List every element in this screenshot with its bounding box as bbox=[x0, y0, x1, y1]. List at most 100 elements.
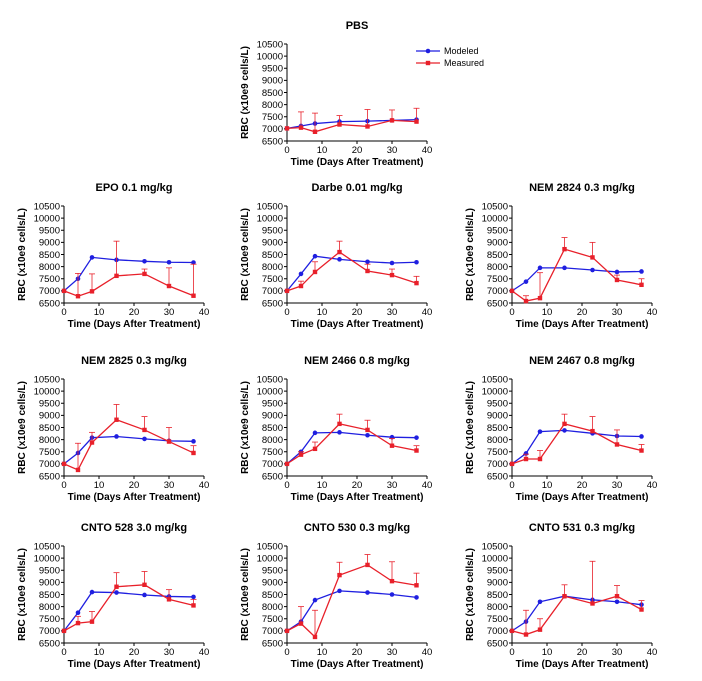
y-tick-label: 7500 bbox=[262, 274, 283, 285]
data-point bbox=[614, 442, 620, 447]
x-axis-label: Time (Days After Treatment) bbox=[291, 319, 424, 330]
data-point bbox=[284, 288, 290, 294]
y-axis-label: RBC (x10e9 cells/L) bbox=[17, 381, 28, 474]
data-point bbox=[337, 588, 342, 594]
y-axis-label: RBC (x10e9 cells/L) bbox=[17, 208, 28, 301]
y-tick-label: 8500 bbox=[39, 590, 60, 601]
data-point bbox=[337, 430, 342, 435]
y-tick-label: 10000 bbox=[257, 51, 283, 62]
x-tick-label: 20 bbox=[352, 307, 363, 318]
data-point bbox=[89, 619, 95, 624]
data-point bbox=[523, 298, 529, 304]
data-point bbox=[298, 283, 304, 289]
y-axis-label: RBC (x10e9 cells/L) bbox=[465, 381, 476, 474]
data-point bbox=[414, 448, 419, 453]
x-tick-label: 20 bbox=[577, 647, 588, 658]
y-tick-label: 9500 bbox=[262, 64, 283, 75]
y-tick-label: 7000 bbox=[39, 286, 60, 297]
y-tick-label: 9500 bbox=[487, 226, 508, 237]
legend-label: Modeled bbox=[444, 46, 479, 56]
series-measured bbox=[509, 413, 645, 467]
data-point bbox=[312, 597, 318, 603]
series-line bbox=[286, 251, 417, 292]
y-tick-label: 8000 bbox=[39, 602, 60, 613]
data-point bbox=[142, 271, 147, 277]
y-tick-label: 6500 bbox=[39, 638, 60, 649]
legend-marker bbox=[425, 48, 431, 54]
data-point bbox=[537, 627, 543, 632]
x-tick-label: 10 bbox=[94, 647, 105, 658]
data-point bbox=[365, 259, 370, 265]
y-tick-label: 10000 bbox=[34, 553, 60, 564]
y-axis-label: RBC (x10e9 cells/L) bbox=[17, 548, 28, 641]
data-point bbox=[389, 260, 395, 266]
y-tick-label: 8000 bbox=[39, 435, 60, 446]
x-tick-label: 40 bbox=[199, 647, 210, 658]
y-tick-label: 9000 bbox=[262, 76, 283, 87]
y-tick-label: 9500 bbox=[39, 226, 60, 237]
series-line bbox=[63, 591, 194, 632]
x-tick-label: 40 bbox=[422, 307, 433, 318]
x-tick-label: 30 bbox=[387, 647, 398, 658]
x-tick-label: 10 bbox=[94, 307, 105, 318]
data-point bbox=[389, 272, 395, 278]
series-line bbox=[63, 584, 194, 632]
x-tick-label: 40 bbox=[647, 647, 658, 658]
series-measured bbox=[284, 554, 420, 640]
data-point bbox=[312, 446, 318, 452]
series-modeled bbox=[509, 428, 644, 467]
data-point bbox=[89, 289, 95, 294]
y-tick-label: 6500 bbox=[262, 298, 283, 309]
x-axis-label: Time (Days After Treatment) bbox=[516, 659, 649, 670]
data-point bbox=[389, 592, 395, 597]
chart-title: NEM 2825 0.3 mg/kg bbox=[81, 355, 187, 367]
data-point bbox=[337, 122, 342, 127]
y-tick-label: 7000 bbox=[39, 459, 60, 470]
data-point bbox=[284, 126, 290, 131]
chart-title: NEM 2467 0.8 mg/kg bbox=[529, 355, 635, 367]
x-tick-label: 20 bbox=[129, 480, 140, 491]
data-point bbox=[142, 427, 147, 433]
y-tick-label: 6500 bbox=[262, 136, 283, 147]
x-tick-label: 20 bbox=[577, 480, 588, 491]
y-tick-label: 8500 bbox=[487, 590, 508, 601]
data-point bbox=[509, 461, 515, 467]
y-tick-label: 7500 bbox=[262, 614, 283, 625]
data-point bbox=[166, 283, 172, 289]
y-tick-label: 9500 bbox=[262, 399, 283, 410]
data-point bbox=[89, 589, 95, 595]
y-tick-label: 10000 bbox=[482, 386, 508, 397]
y-tick-label: 7000 bbox=[262, 124, 283, 135]
data-point bbox=[365, 124, 370, 129]
y-tick-label: 8000 bbox=[262, 100, 283, 111]
x-tick-label: 30 bbox=[387, 307, 398, 318]
chart-title: CNTO 530 0.3 mg/kg bbox=[304, 522, 410, 534]
x-tick-label: 30 bbox=[612, 307, 623, 318]
data-point bbox=[75, 467, 81, 473]
data-point bbox=[312, 269, 318, 275]
data-point bbox=[298, 125, 304, 130]
y-tick-label: 8500 bbox=[39, 250, 60, 261]
x-axis-label: Time (Days After Treatment) bbox=[516, 492, 649, 503]
series-measured bbox=[284, 413, 420, 467]
series-modeled bbox=[61, 255, 196, 294]
chart-panel-9: CNTO 530 0.3 mg/kg 6500700075008000850090… bbox=[240, 522, 432, 670]
data-point bbox=[389, 443, 395, 448]
y-tick-label: 10000 bbox=[34, 213, 60, 224]
x-tick-label: 0 bbox=[284, 145, 289, 156]
data-point bbox=[298, 271, 304, 277]
x-tick-label: 30 bbox=[164, 647, 175, 658]
y-tick-label: 10500 bbox=[482, 541, 508, 552]
x-axis-label: Time (Days After Treatment) bbox=[516, 319, 649, 330]
data-point bbox=[191, 293, 196, 298]
series-line bbox=[286, 564, 417, 639]
data-point bbox=[537, 265, 543, 271]
y-tick-label: 7000 bbox=[487, 459, 508, 470]
data-point bbox=[142, 592, 147, 598]
chart-title: CNTO 531 0.3 mg/kg bbox=[529, 522, 635, 534]
data-point bbox=[166, 439, 172, 444]
x-tick-label: 0 bbox=[509, 647, 514, 658]
y-tick-label: 10000 bbox=[482, 553, 508, 564]
chart-title: CNTO 528 3.0 mg/kg bbox=[81, 522, 187, 534]
